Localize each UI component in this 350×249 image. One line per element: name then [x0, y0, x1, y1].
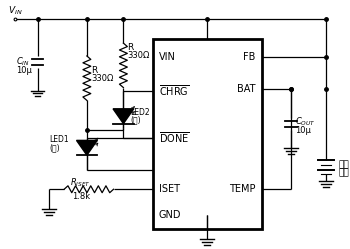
Text: VIN: VIN: [159, 52, 176, 62]
Text: $\overline{\rm CHRG}$: $\overline{\rm CHRG}$: [159, 83, 189, 98]
Text: $R_{ISET}$: $R_{ISET}$: [70, 177, 91, 189]
Text: (绿): (绿): [49, 143, 60, 152]
Text: TEMP: TEMP: [229, 184, 256, 194]
Text: $V_{IN}$: $V_{IN}$: [8, 5, 22, 17]
Text: ISET: ISET: [159, 184, 180, 194]
Text: (红): (红): [130, 116, 141, 125]
Text: 330Ω: 330Ω: [127, 51, 150, 60]
Text: 电池: 电池: [338, 168, 349, 177]
Text: LED1: LED1: [49, 135, 69, 144]
Text: 充电: 充电: [338, 160, 349, 169]
Text: LED2: LED2: [130, 108, 150, 117]
Text: FB: FB: [243, 52, 256, 62]
Text: 10μ: 10μ: [16, 66, 32, 75]
Text: R: R: [127, 43, 134, 52]
Text: GND: GND: [159, 210, 181, 220]
Text: $\overline{\rm DONE}$: $\overline{\rm DONE}$: [159, 130, 190, 145]
Text: $C_{OUT}$: $C_{OUT}$: [295, 115, 316, 128]
Text: 10μ: 10μ: [295, 126, 311, 135]
Text: BAT: BAT: [237, 84, 256, 94]
Text: 330Ω: 330Ω: [91, 74, 113, 83]
Text: R: R: [91, 66, 97, 75]
Bar: [153, 39, 261, 229]
Text: 1.8k: 1.8k: [72, 192, 90, 201]
Text: $C_{IN}$: $C_{IN}$: [16, 56, 30, 68]
Polygon shape: [77, 140, 97, 155]
Polygon shape: [113, 109, 134, 124]
